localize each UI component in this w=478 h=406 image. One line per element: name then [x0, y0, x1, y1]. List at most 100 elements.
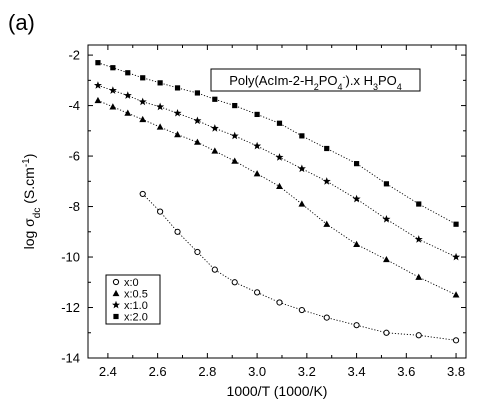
data-markers	[93, 60, 461, 344]
annotation-formula: Poly(AcIm-2-H2PO4-).x H3PO4	[229, 72, 402, 92]
data-point	[110, 65, 116, 71]
axis-ticks	[88, 45, 466, 359]
fit-lines	[97, 62, 457, 341]
data-point	[383, 329, 390, 336]
data-point	[324, 145, 330, 152]
data-point	[298, 306, 305, 314]
legend-label: x:0	[124, 277, 139, 289]
data-point	[193, 116, 202, 125]
data-point	[125, 70, 131, 76]
data-point	[109, 103, 117, 110]
fit-line	[97, 100, 457, 296]
data-point	[194, 138, 201, 145]
data-point	[415, 332, 422, 339]
annotation-box: Poly(AcIm-2-H2PO4-).x H3PO4	[210, 68, 421, 92]
data-point	[275, 153, 284, 161]
fit-line	[97, 84, 457, 258]
x-tick-label: 2.8	[198, 364, 216, 379]
data-point	[452, 337, 460, 344]
data-point	[276, 299, 283, 306]
legend-marker	[113, 313, 119, 320]
x-tick-label: 2.4	[99, 364, 117, 379]
data-point	[297, 164, 306, 173]
data-point	[138, 97, 147, 106]
data-point	[298, 200, 306, 207]
data-point	[323, 314, 330, 321]
legend-label: x:0.5	[124, 289, 148, 301]
data-point	[353, 240, 360, 248]
data-point	[211, 266, 218, 273]
data-point	[353, 322, 360, 329]
x-axis-title: 1000/T (1000/K)	[227, 383, 328, 399]
data-point	[254, 111, 260, 118]
legend-label: x:1.0	[124, 300, 148, 312]
data-point	[139, 190, 146, 198]
data-point	[323, 220, 331, 227]
legend: x:0x:0.5x:1.0x:2.0	[105, 274, 161, 325]
y-axis-title: log σdc (S.cm-1)	[21, 154, 43, 250]
data-point	[212, 96, 218, 102]
data-point	[157, 80, 163, 86]
legend-marker	[112, 278, 120, 286]
data-point	[108, 86, 117, 94]
data-point	[352, 194, 361, 203]
legend-marker	[112, 300, 120, 309]
x-tick-label: 3.4	[348, 364, 366, 379]
x-tick-label: 3.6	[397, 364, 415, 379]
data-point	[210, 124, 219, 132]
x-tick-label: 3.8	[447, 364, 465, 379]
x-tick-label: 3.0	[248, 364, 266, 379]
data-point	[139, 115, 147, 123]
data-point	[416, 201, 422, 207]
panel-label: (a)	[8, 10, 35, 35]
data-point	[382, 214, 391, 223]
data-point	[174, 131, 181, 138]
data-point	[231, 279, 238, 286]
y-tick-label: -2	[68, 48, 80, 63]
y-tick-label: -10	[61, 250, 80, 265]
data-point	[174, 85, 181, 91]
legend-marker	[112, 289, 120, 297]
data-point	[414, 235, 423, 243]
data-point	[95, 60, 101, 66]
data-point	[194, 248, 201, 256]
axis-tick-labels: 2.4 2.6 2.8 3.0 3.2 3.4 3.6 3.8 -14 -12 -10 -8 -6 -4 -…	[61, 48, 465, 379]
y-tick-label: -14	[61, 351, 80, 366]
data-point	[276, 120, 283, 126]
data-point	[383, 181, 390, 187]
y-tick-label: -6	[68, 149, 80, 164]
data-point	[276, 182, 283, 189]
x-tick-label: 2.6	[149, 364, 167, 379]
legend-label: x:2.0	[124, 312, 148, 324]
data-point	[232, 102, 238, 109]
data-point	[452, 291, 460, 298]
data-point	[353, 161, 360, 167]
data-point	[156, 123, 164, 130]
data-point	[124, 109, 132, 116]
fit-line	[97, 62, 457, 225]
data-point	[156, 102, 165, 111]
data-point	[173, 108, 182, 117]
data-point	[453, 221, 459, 227]
data-point	[140, 75, 146, 81]
data-point	[157, 208, 164, 215]
data-point	[322, 177, 331, 185]
data-point	[452, 252, 461, 261]
data-point	[299, 133, 305, 139]
data-point	[253, 141, 262, 150]
y-tick-label: -8	[68, 199, 80, 214]
data-point	[211, 147, 219, 154]
fit-line	[142, 193, 457, 341]
data-point	[253, 170, 261, 177]
data-point	[254, 289, 261, 296]
data-point	[93, 81, 102, 89]
y-tick-label: -4	[68, 98, 80, 113]
data-point	[383, 255, 390, 263]
data-point	[194, 90, 201, 96]
plot-frame	[87, 44, 467, 359]
data-point	[94, 96, 102, 104]
data-point	[123, 91, 132, 99]
data-point	[230, 131, 239, 140]
data-point	[415, 273, 423, 280]
